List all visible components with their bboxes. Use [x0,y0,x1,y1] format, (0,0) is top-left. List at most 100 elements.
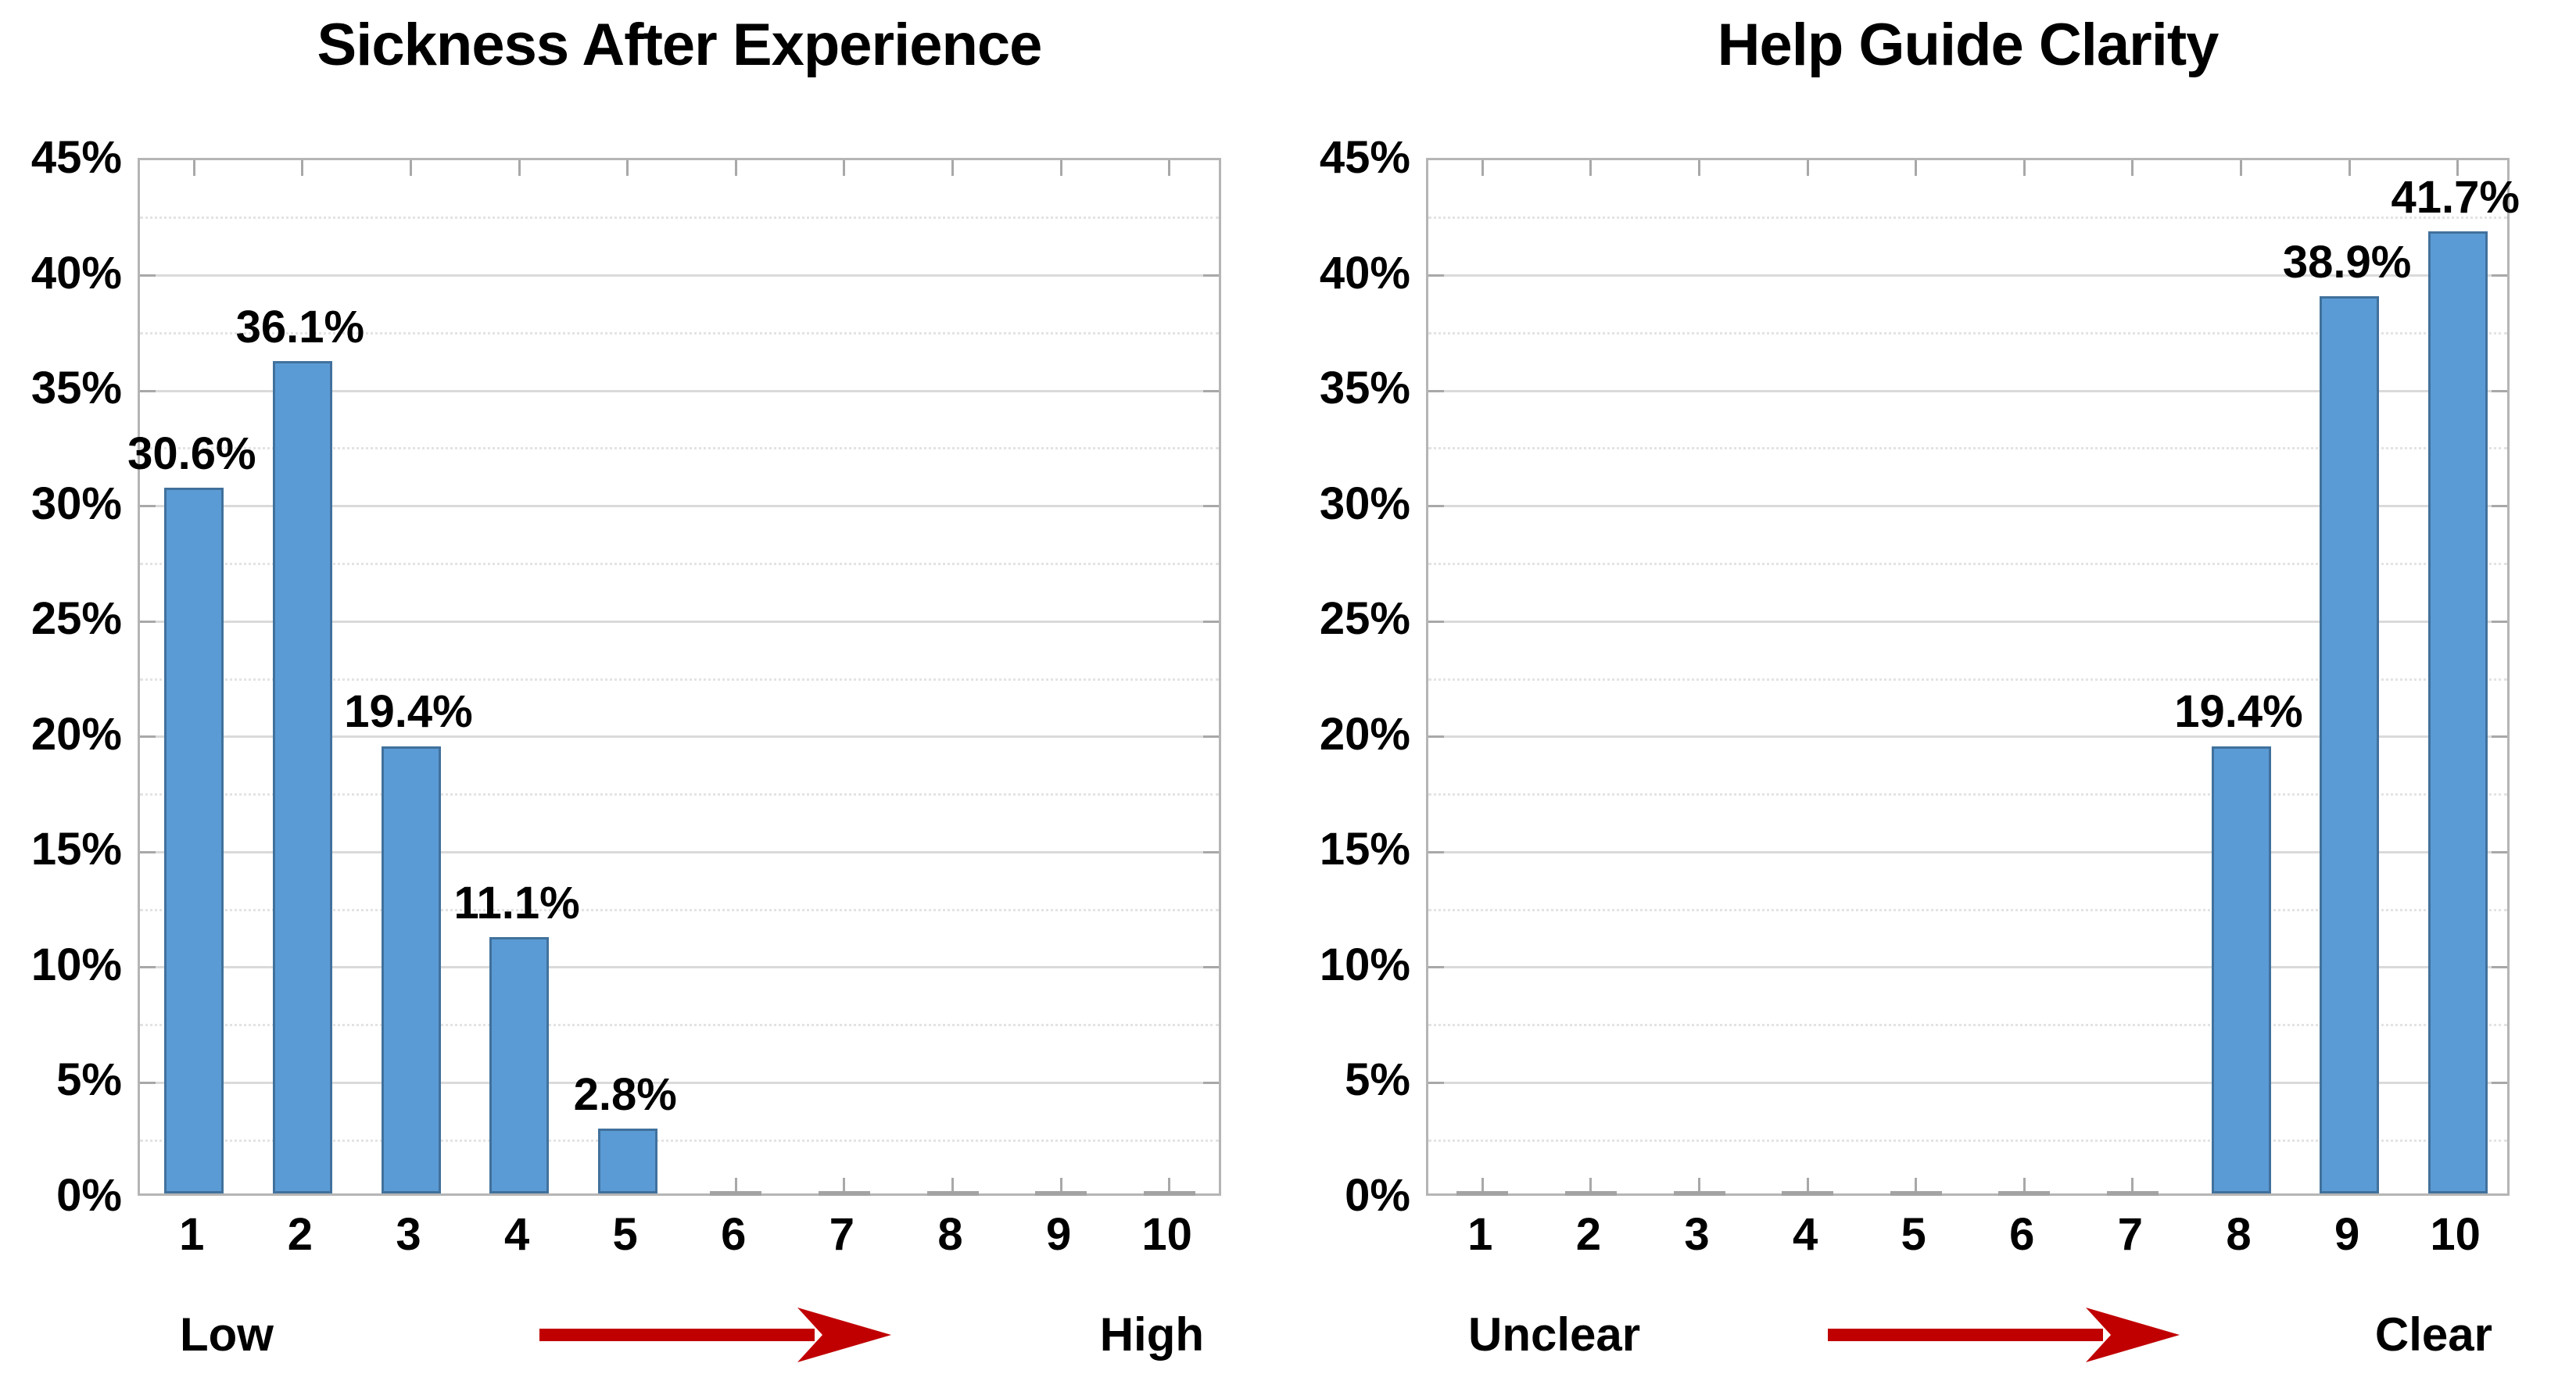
minor-gridline [1428,1139,2507,1142]
y-tick-right [2492,389,2507,392]
y-tick-right [2492,505,2507,508]
x-tick-label: 9 [2334,1209,2360,1260]
minor-gridline [140,793,1219,796]
annotation-left-label: Low [180,1308,274,1361]
bar-chart-sickness-after-experience: Sickness After Experience Low High 30.6%… [30,12,1221,1362]
x-tick-top [951,160,954,176]
minor-gridline [140,447,1219,450]
y-tick-right [2492,966,2507,969]
x-tick-label: 10 [1141,1209,1192,1260]
plot-area [138,158,1221,1196]
bar-value-label: 36.1% [235,301,365,352]
x-tick-top [410,160,412,176]
annotation-left-label: Unclear [1468,1308,1641,1361]
chart-title: Sickness After Experience [317,12,1043,78]
y-tick-label: 30% [30,478,122,529]
x-tick-top [2022,160,2026,176]
y-tick-left [140,389,156,392]
minor-gridline [140,562,1219,565]
major-gridline [140,1081,1219,1084]
x-tick-label: 7 [829,1209,855,1260]
minor-gridline [1428,216,2507,220]
minor-gridline [1428,908,2507,911]
y-tick-left [140,850,156,853]
bar-category-4 [489,937,550,1193]
bar-category-9 [2320,296,2380,1193]
zero-value-bar-category-10 [1143,1191,1195,1196]
y-tick-label: 25% [30,593,122,645]
y-tick-left [140,505,156,508]
y-tick-right [2492,620,2507,623]
y-tick-label: 30% [1319,478,1410,529]
bar-chart-help-guide-clarity: Help Guide Clarity Unclear Clear 1 2 3 4 5 6 7… [1288,0,2576,1399]
y-tick-right [1203,620,1219,623]
x-tick-top [1698,160,1700,176]
major-gridline [1428,274,2507,277]
x-tick-label: 7 [2117,1209,2144,1260]
y-tick-label: 45% [30,132,122,183]
x-tick-label: 2 [1575,1209,1602,1260]
major-gridline [140,850,1219,853]
major-gridline [140,620,1219,623]
y-tick-label: 40% [30,247,122,299]
y-tick-left [140,966,156,969]
y-tick-right [1203,505,1219,508]
x-tick-label: 6 [2009,1209,2035,1260]
x-tick-top [734,160,737,176]
x-tick-label: 2 [287,1209,313,1260]
zero-value-bar-category-6 [1998,1191,2051,1196]
x-tick-top [1059,160,1062,176]
bar-category-5 [597,1129,657,1193]
x-tick-top [518,160,521,176]
y-tick-left [1428,1081,1444,1084]
x-tick-top [2131,160,2134,176]
minor-gridline [1428,331,2507,335]
y-tick-label: 35% [1319,363,1410,414]
zero-value-bar-category-3 [1673,1191,1725,1196]
y-tick-label: 5% [1345,1054,1410,1106]
y-tick-left [140,1081,156,1084]
right-arrow-icon [1828,1308,2180,1362]
annotation-right-label: Clear [2374,1308,2492,1361]
minor-gridline [140,1139,1219,1142]
y-tick-right [2492,1081,2507,1084]
y-tick-right [1203,966,1219,969]
y-tick-left [1428,850,1444,853]
x-tick-top [2456,160,2460,176]
minor-gridline [1428,678,2507,681]
zero-value-bar-category-6 [710,1191,762,1196]
y-tick-left [1428,505,1444,508]
zero-value-bar-category-2 [1564,1191,1617,1196]
x-tick-top [1806,160,1809,176]
y-tick-label: 15% [1319,824,1410,875]
x-tick-label: 9 [1045,1209,1072,1260]
bar-value-label: 30.6% [127,428,256,479]
zero-value-bar-category-9 [1035,1191,1087,1196]
x-tick-top [192,160,195,176]
x-tick-bottom [1806,1178,1809,1193]
x-tick-label: 10 [2430,1209,2481,1260]
x-tick-top [626,160,629,176]
x-tick-bottom [734,1178,737,1193]
x-tick-bottom [1059,1178,1062,1193]
chart-title: Help Guide Clarity [1717,12,2220,78]
y-tick-right [1203,274,1219,277]
y-tick-label: 35% [30,363,122,414]
minor-gridline [1428,1024,2507,1027]
x-tick-top [301,160,304,176]
x-tick-top [2240,160,2242,176]
x-tick-bottom [843,1178,846,1193]
x-tick-top [1589,160,1593,176]
minor-gridline [1428,447,2507,450]
y-tick-left [1428,735,1444,739]
zero-value-bar-category-4 [1782,1191,1834,1196]
x-tick-label: 1 [179,1209,205,1260]
y-tick-left [1428,389,1444,392]
x-tick-bottom [951,1178,954,1193]
y-tick-left [1428,620,1444,623]
minor-gridline [1428,793,2507,796]
major-gridline [140,735,1219,739]
major-gridline [1428,1081,2507,1084]
major-gridline [1428,735,2507,739]
